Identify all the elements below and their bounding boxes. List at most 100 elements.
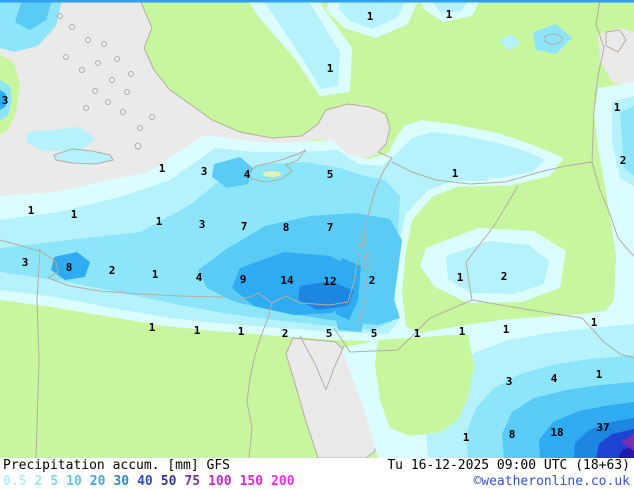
- map-value-label: 1: [414, 327, 421, 340]
- island-outline: [57, 13, 63, 19]
- map-title: Precipitation accum. [mm] GFS: [3, 458, 230, 473]
- west-blob-20: [51, 252, 90, 280]
- iraq-saudi-border: [471, 299, 634, 359]
- map-value-label: 8: [509, 428, 516, 441]
- legend-scale: 0.5 2 5 10 20 30 40 50 75 100 150 200: [3, 474, 303, 490]
- map-value-label: 1: [591, 316, 598, 329]
- north-turkey-lobe-b-2: [431, 0, 469, 13]
- nw-corner-inner-10: [15, 0, 52, 30]
- legend-value: 150: [239, 474, 264, 489]
- map-top-edge-line: [0, 0, 634, 3]
- map-value-label: 1: [596, 368, 603, 381]
- map-value-label: 14: [280, 274, 294, 287]
- egypt-libya-border: [35, 247, 41, 458]
- jordan-saudi-border: [333, 299, 473, 353]
- van-small-patch-2: [499, 34, 520, 51]
- map-value-label: 3: [201, 165, 208, 178]
- map-value-label: 2: [282, 327, 289, 340]
- syria-iraq-border: [465, 185, 519, 301]
- gulf-of-suez: [299, 335, 327, 391]
- island-outline: [79, 67, 85, 73]
- map-value-label: 4: [551, 372, 558, 385]
- map-value-label: 7: [327, 221, 334, 234]
- island-outline: [149, 114, 155, 120]
- map-value-label: 5: [327, 168, 334, 181]
- map-value-label: 1: [463, 431, 470, 444]
- island-outline: [69, 24, 75, 30]
- crete-outline: [53, 148, 114, 165]
- legend-value: 2: [34, 474, 43, 489]
- map-value-label: 1: [71, 208, 78, 221]
- valid-datetime: Tu 16-12-2025 09:00 UTC (18+63): [387, 458, 630, 473]
- legend-value: 30: [113, 474, 130, 489]
- map-value-label: 12: [323, 275, 336, 288]
- aegean-sea-region: [0, 0, 390, 198]
- map-value-label: 4: [244, 168, 251, 181]
- map-value-label: 3: [506, 375, 513, 388]
- map-value-label: 1: [459, 325, 466, 338]
- island-outline: [85, 37, 91, 43]
- turkey-iran-border: [591, 0, 605, 163]
- caption-row-1: Precipitation accum. [mm] GFS Tu 16-12-2…: [0, 458, 634, 474]
- map-value-label: 1: [194, 324, 201, 337]
- map-value-label: 1: [152, 268, 159, 281]
- island-outline: [83, 105, 89, 111]
- island-outline: [101, 41, 107, 47]
- map-value-label: 1: [238, 325, 245, 338]
- right-edge-strip-5: [620, 106, 634, 176]
- crete-north-patch-2: [26, 127, 96, 151]
- lake-van-patch-5: [533, 24, 572, 54]
- legend-value: 0.5: [3, 474, 27, 489]
- west-cyprus-blob-10: [212, 157, 253, 188]
- map-value-label: 8: [283, 221, 290, 234]
- legend-value: 5: [50, 474, 59, 489]
- lake-van-outline: [543, 33, 563, 45]
- precipitation-map: 1 1 1 3 1 2 1 3 4 5 1 1 1 1 3 7 8 7 3 8 2 1 4 9 14 12 2 1 2 1 1 1 2 5 5 1 1 1…: [0, 0, 634, 458]
- map-value-label: 1: [28, 204, 35, 217]
- legend-value: 75: [184, 474, 201, 489]
- rhodes-island: [134, 142, 142, 150]
- map-value-label: 1: [446, 8, 453, 21]
- north-turkey-lobe-a-2: [338, 0, 406, 29]
- legend-value: 10: [66, 474, 82, 489]
- map-value-label: 2: [369, 274, 376, 287]
- map-value-label: 8: [66, 261, 73, 274]
- island-outline: [92, 88, 98, 94]
- gulf-of-aqaba: [325, 345, 345, 391]
- island-outline: [95, 60, 101, 66]
- island-outline: [109, 77, 115, 83]
- aegean-islands: [57, 13, 155, 131]
- map-value-label: 4: [196, 271, 203, 284]
- caption-bar: Precipitation accum. [mm] GFS Tu 16-12-2…: [0, 458, 634, 490]
- ionian-edge-mini-20: [0, 90, 6, 110]
- copyright-link[interactable]: ©weatheronline.co.uk: [473, 474, 630, 489]
- coastlines-and-borders: [0, 0, 634, 458]
- purple-wedge-75: [621, 434, 634, 451]
- turkey-west-coastline: [139, 0, 327, 139]
- island-outline: [137, 125, 143, 131]
- map-value-label: 7: [241, 220, 248, 233]
- map-value-label: 1: [367, 10, 374, 23]
- map-value-label: 1: [156, 215, 163, 228]
- caption-row-2: 0.5 2 5 10 20 30 40 50 75 100 150 200 ©weatheronlin…: [0, 474, 634, 490]
- map-value-label: 1: [327, 62, 334, 75]
- map-value-label: 3: [22, 256, 29, 269]
- island-outline: [120, 109, 126, 115]
- legend-value: 20: [89, 474, 106, 489]
- map-value-label: 2: [620, 154, 627, 167]
- map-value-label: 1: [457, 271, 464, 284]
- emed-dark-patch-30: [298, 281, 354, 310]
- cyprus-interior: [263, 171, 281, 177]
- map-value-label: 1: [614, 101, 621, 114]
- map-value-label: 9: [240, 273, 247, 286]
- map-value-label: 1: [452, 167, 459, 180]
- cyprus-outline: [247, 149, 307, 183]
- africa-coastline: [0, 239, 349, 306]
- island-outline: [63, 54, 69, 60]
- map-value-label: 5: [326, 327, 333, 340]
- map-value-label: 3: [199, 218, 206, 231]
- map-value-label: 2: [501, 270, 508, 283]
- syria-patch-2: [429, 159, 497, 181]
- map-value-label: 5: [371, 327, 378, 340]
